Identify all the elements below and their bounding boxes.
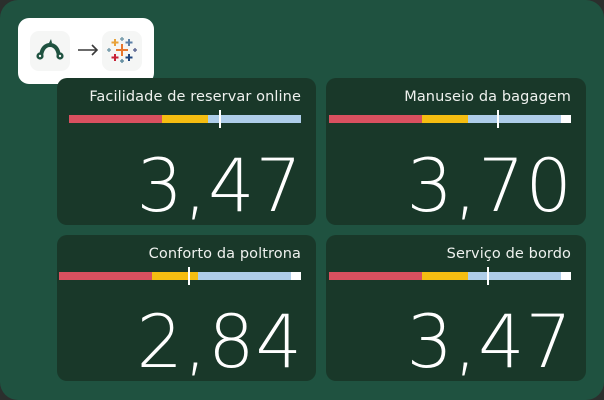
metric-label: Facilidade de reservar online xyxy=(89,89,301,105)
average-marker xyxy=(487,267,490,285)
distribution-bar xyxy=(329,110,571,128)
metric-value: 3,47 xyxy=(406,300,573,385)
bar-segment-red xyxy=(59,272,152,280)
metric-card-booking: Facilidade de reservar online 3,47 xyxy=(57,78,316,225)
bar-segment-red xyxy=(329,115,422,123)
metric-label: Serviço de bordo xyxy=(446,246,571,262)
average-marker xyxy=(187,267,190,285)
bar-segment-blue xyxy=(467,115,561,123)
metric-value: 2,84 xyxy=(136,300,303,385)
bar-segment-blue xyxy=(197,272,291,280)
metric-card-seat-comfort: Conforto da poltrona 2,84 xyxy=(57,235,316,381)
bar-segment-blue xyxy=(208,115,301,123)
arrow-right-icon xyxy=(78,44,99,56)
surveymonkey-logo-icon xyxy=(36,39,64,60)
distribution-bar xyxy=(59,267,301,285)
bar-segment-red xyxy=(329,272,422,280)
bar-segment-white xyxy=(290,272,301,280)
average-marker xyxy=(218,110,221,128)
average-marker xyxy=(497,110,500,128)
metric-card-onboard-service: Serviço de bordo 3,47 xyxy=(326,235,586,381)
surveymonkey-tile xyxy=(30,31,70,71)
bar-segment-yellow xyxy=(151,272,198,280)
bar-segment-yellow xyxy=(162,115,209,123)
metric-label: Manuseio da bagagem xyxy=(404,89,571,105)
metric-label: Conforto da poltrona xyxy=(148,246,301,262)
bar-segment-red xyxy=(69,115,163,123)
bar-segment-yellow xyxy=(421,272,468,280)
metric-value: 3,47 xyxy=(136,144,303,229)
metric-card-baggage: Manuseio da bagagem 3,70 xyxy=(326,78,586,225)
distribution-bar xyxy=(329,267,571,285)
bar-segment-blue xyxy=(467,272,561,280)
distribution-bar xyxy=(69,110,301,128)
bar-segment-white xyxy=(560,272,571,280)
metric-value: 3,70 xyxy=(406,144,573,229)
bar-segment-yellow xyxy=(421,115,468,123)
bar-segment-white xyxy=(560,115,571,123)
tableau-logo-icon xyxy=(107,37,137,63)
integration-badge xyxy=(18,18,154,84)
tableau-tile xyxy=(102,31,142,71)
